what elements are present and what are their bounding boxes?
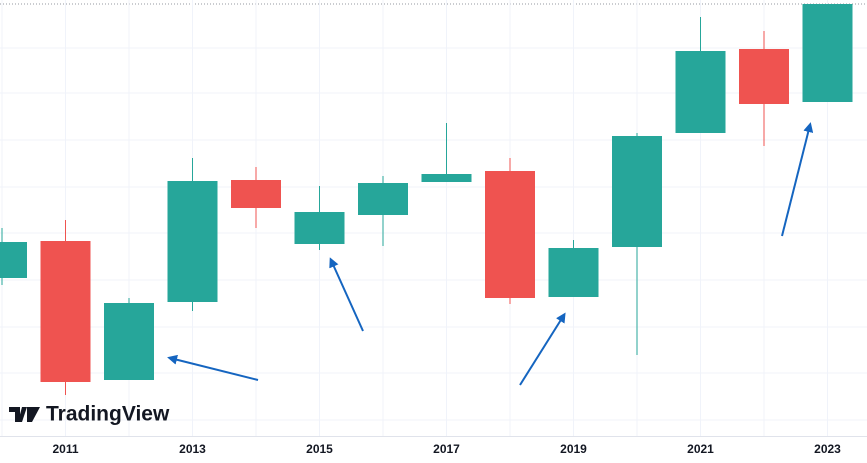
- arrow: [519, 312, 566, 386]
- x-tick-label: 2011: [52, 442, 78, 456]
- candle-body: [802, 4, 853, 102]
- watermark: TradingView: [46, 403, 170, 426]
- x-tick-label: 2019: [560, 442, 587, 456]
- candle-body: [231, 180, 281, 208]
- candle-body: [548, 248, 599, 297]
- candle-body: [358, 183, 408, 215]
- candle-body: [739, 49, 789, 104]
- candle-body: [104, 303, 154, 380]
- candle-body: [167, 181, 218, 302]
- logo-icon: [9, 407, 40, 422]
- x-tick-label: 2015: [306, 442, 333, 456]
- arrow: [781, 122, 814, 237]
- x-tick-label: 2013: [179, 442, 206, 456]
- annotations: [167, 122, 814, 386]
- x-tick-label: 2017: [433, 442, 460, 456]
- logo: TradingView: [9, 403, 170, 426]
- candle-body: [0, 242, 27, 278]
- candles: [0, 4, 853, 395]
- candle-body: [294, 212, 345, 244]
- candle-body: [421, 174, 472, 182]
- arrow: [167, 354, 259, 381]
- x-tick-label: 2021: [687, 442, 714, 456]
- x-tick-label: 2023: [814, 442, 841, 456]
- candle-body: [675, 51, 726, 133]
- arrow: [329, 257, 364, 332]
- candle-body: [485, 171, 535, 298]
- candle-body: [612, 136, 662, 247]
- candle-body: [40, 241, 91, 382]
